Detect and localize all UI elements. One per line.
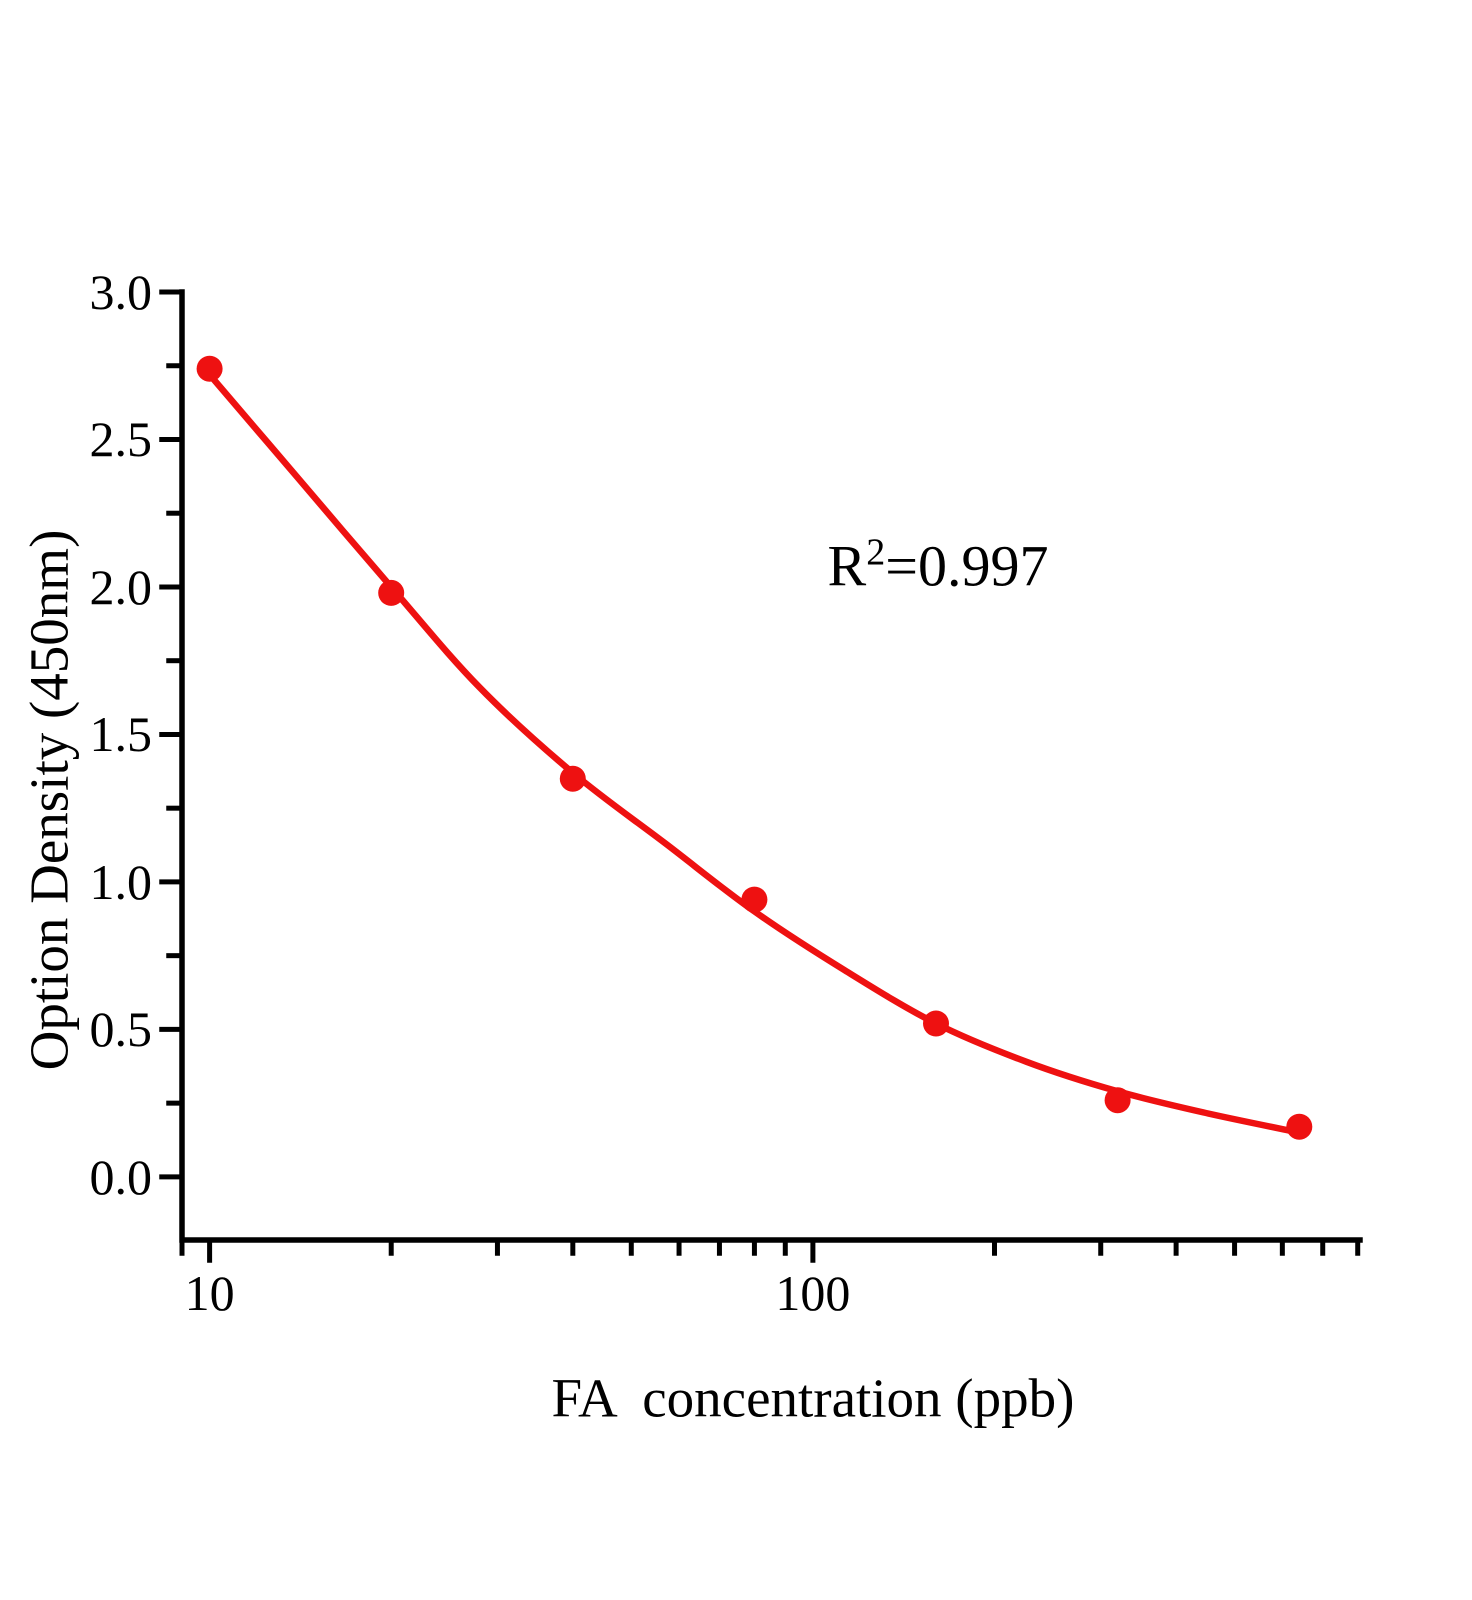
data-point	[1286, 1113, 1313, 1140]
x-axis-title: FA concentration (ppb)	[551, 1367, 1075, 1429]
y-tick-label: 0.5	[89, 1001, 153, 1058]
axes-spine	[179, 289, 1363, 1243]
y-tick-label: 1.0	[89, 853, 153, 910]
y-axis-title: Option Density (450nm)	[18, 529, 80, 1071]
data-point	[559, 765, 586, 792]
data-point	[378, 579, 405, 606]
y-tick-label: 0.0	[89, 1148, 153, 1205]
data-point	[1104, 1087, 1131, 1114]
data-point	[741, 886, 768, 913]
y-tick-label: 2.0	[89, 558, 153, 615]
y-tick-label: 2.5	[89, 411, 153, 468]
data-point	[196, 355, 223, 382]
fit-curve-line	[206, 371, 1303, 1136]
r-squared-annotation: R2=0.997	[827, 531, 1049, 600]
y-tick-label: 1.5	[89, 706, 153, 763]
data-point	[923, 1010, 949, 1037]
r-squared-superscript: 2	[866, 531, 886, 574]
r-squared-base: R	[827, 533, 867, 599]
y-tick-label: 3.0	[89, 264, 153, 320]
x-tick-label: 100	[775, 1265, 851, 1321]
r-squared-value: =0.997	[885, 533, 1049, 599]
x-tick-label: 10	[184, 1265, 235, 1321]
